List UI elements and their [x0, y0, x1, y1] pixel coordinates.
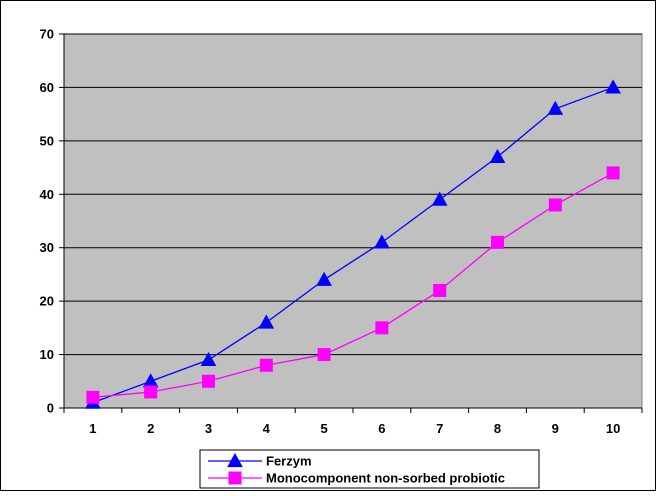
data-point — [433, 283, 447, 297]
plot-area — [63, 33, 643, 409]
data-point — [375, 321, 389, 335]
legend: Ferzym Monocomponent non-sorbed probiotic — [199, 449, 540, 489]
data-point — [200, 351, 217, 367]
x-tick-label: 2 — [147, 421, 154, 436]
x-tick-label: 1 — [89, 421, 96, 436]
series-1 — [85, 79, 621, 409]
y-tick-label: 60 — [40, 80, 54, 95]
legend-label: Monocomponent non-sorbed probiotic — [266, 471, 505, 486]
data-point — [547, 100, 564, 115]
series-line — [92, 172, 614, 398]
y-tick-label: 10 — [40, 347, 54, 362]
x-tick-label: 6 — [378, 421, 385, 436]
data-point — [317, 348, 331, 362]
data-point — [202, 374, 215, 388]
x-tick-label: 8 — [494, 421, 501, 436]
data-point — [606, 166, 620, 180]
series-2 — [86, 166, 620, 404]
data-point — [374, 234, 390, 249]
legend-marker — [228, 471, 242, 485]
series — [85, 79, 621, 409]
data-point — [86, 390, 100, 404]
y-tick-label: 70 — [40, 27, 54, 42]
x-tick-label: 10 — [606, 421, 620, 436]
data-point — [548, 198, 562, 212]
x-tick-label: 9 — [552, 421, 559, 436]
grid-lines — [64, 33, 642, 356]
data-point — [491, 235, 504, 249]
x-tick-label: 3 — [205, 421, 212, 436]
x-tick-label: 5 — [320, 421, 327, 436]
data-point — [605, 79, 621, 94]
x-tick-label: 7 — [436, 421, 443, 436]
data-point — [259, 358, 273, 372]
data-point — [144, 385, 158, 399]
axes: 0 10 20 30 40 50 60 70 1 2 3 4 5 6 7 8 9 10 — [40, 27, 643, 436]
legend-marker — [227, 452, 243, 468]
y-tick-label: 0 — [47, 401, 54, 416]
x-tick-label: 4 — [263, 421, 271, 436]
legend-box — [199, 449, 540, 489]
data-point — [489, 148, 506, 163]
data-point — [316, 271, 332, 286]
series-line — [92, 86, 614, 404]
legend-label: Ferzym — [266, 454, 312, 469]
y-tick-label: 50 — [40, 133, 54, 148]
y-tick-label: 20 — [40, 294, 54, 309]
y-tick-label: 40 — [40, 187, 54, 202]
y-tick-label: 30 — [40, 240, 54, 255]
data-point — [258, 314, 275, 329]
data-point — [431, 191, 448, 206]
